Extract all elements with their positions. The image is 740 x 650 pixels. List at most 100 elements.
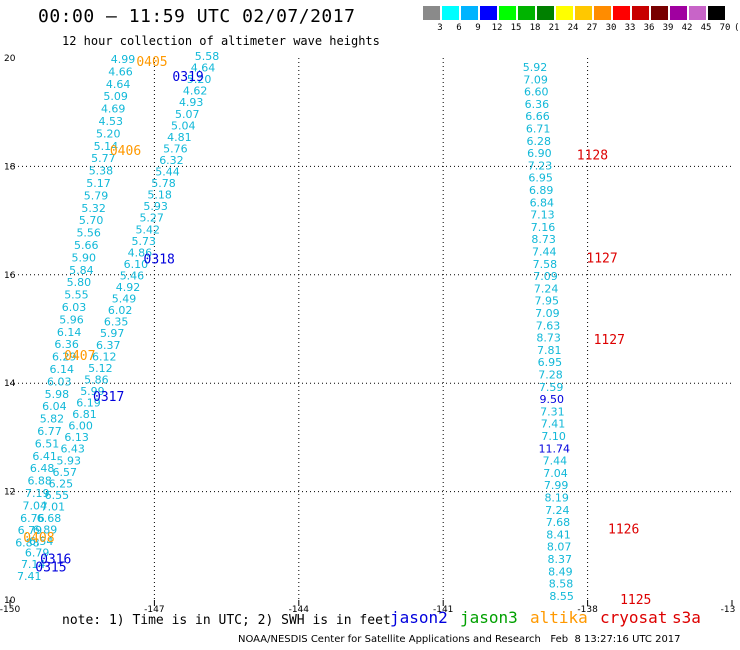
cryosat-value: 7.58 — [533, 258, 558, 271]
lat-tick-label: 20 — [4, 54, 16, 64]
pass-time-label: 0405 — [136, 55, 167, 70]
scale-swatch — [556, 6, 573, 20]
altika-value: 6.12 — [92, 350, 117, 363]
altika-value: 5.93 — [57, 454, 82, 467]
altika-value: 5.32 — [81, 202, 106, 215]
lat-tick-label: 18 — [4, 162, 16, 172]
altika-value: 5.70 — [79, 214, 104, 227]
altika-value: 6.36 — [54, 338, 79, 351]
altika-value: 5.18 — [147, 189, 172, 202]
altika-value: 5.76 — [163, 142, 188, 155]
altika-value: 6.32 — [159, 154, 184, 167]
altika-value: 5.14 — [94, 140, 119, 153]
pass-time-label: 1127 — [586, 252, 617, 267]
pass-time-label: 1126 — [608, 523, 639, 538]
cryosat-value: 7.09 — [533, 270, 558, 283]
pass-time-label: 0315 — [35, 560, 66, 575]
scale-swatch — [670, 6, 687, 20]
altika-value: 5.20 — [187, 73, 212, 86]
cryosat-value: 7.44 — [543, 455, 568, 468]
altika-value: 4.64 — [191, 62, 216, 75]
lon-tick-label: -13 — [721, 605, 736, 615]
scale-label: 39 — [662, 23, 674, 33]
altika-value: 7.41 — [17, 570, 42, 583]
cryosat-value: 6.95 — [528, 172, 553, 185]
altika-value: 6.03 — [47, 375, 72, 388]
altika-value: 5.38 — [89, 165, 114, 178]
altika-value: 4.81 — [167, 131, 192, 144]
scale-swatch — [594, 6, 611, 20]
cryosat-value: 6.66 — [525, 110, 550, 123]
altika-value: 4.92 — [116, 281, 141, 294]
altika-value: 6.02 — [108, 304, 133, 317]
altika-value: 5.07 — [175, 108, 200, 121]
altika-value: 6.89 — [33, 524, 58, 537]
cryosat-value: 6.60 — [524, 86, 549, 99]
scale-swatch — [423, 6, 440, 20]
lat-tick-label: 16 — [4, 271, 16, 281]
lat-tick-label: 14 — [4, 379, 16, 389]
cryosat-value: 7.41 — [541, 418, 566, 431]
pass-time-label: 0317 — [93, 390, 124, 405]
altika-value: 5.44 — [155, 166, 180, 179]
altika-value: 6.37 — [96, 339, 121, 352]
altika-value: 5.55 — [64, 289, 89, 302]
altika-value: 5.97 — [100, 327, 125, 340]
scale-swatch — [461, 6, 478, 20]
altika-value: 6.25 — [49, 477, 74, 490]
cryosat-value: 7.95 — [535, 295, 560, 308]
altika-value: 5.56 — [76, 227, 101, 240]
scale-label: 45 — [700, 23, 712, 33]
pass-time-label: 0316 — [40, 552, 71, 567]
altika-value: 6.55 — [45, 489, 70, 502]
altika-value: 6.76 — [20, 512, 45, 525]
altika-value: 6.19 — [76, 397, 101, 410]
scale-swatch — [575, 6, 592, 20]
altika-value: 5.78 — [151, 177, 176, 190]
altika-value: 5.84 — [69, 264, 94, 277]
pass-time-label: 0318 — [144, 253, 175, 268]
altika-value: 6.51 — [35, 437, 60, 450]
altika-value: 6.54 — [29, 535, 54, 548]
altika-value: 5.04 — [171, 119, 196, 132]
altika-value: 5.79 — [84, 189, 109, 202]
altika-value: 5.86 — [84, 373, 109, 386]
scale-label: 9 — [475, 23, 481, 33]
scale-label: 27 — [586, 23, 598, 33]
cryosat-value: 5.92 — [523, 61, 548, 74]
altika-value: 6.79 — [18, 524, 43, 537]
altika-value: 5.42 — [136, 223, 161, 236]
cryosat-value: 8.55 — [549, 590, 574, 603]
credit-line: NOAA/NESDIS Center for Satellite Applica… — [238, 634, 681, 645]
altika-value: 6.79 — [25, 547, 50, 560]
cryosat-value: 7.59 — [539, 381, 564, 394]
map-subtitle: 12 hour collection of altimeter wave hei… — [62, 34, 380, 48]
altika-value: 4.53 — [99, 115, 124, 128]
scale-label: 15 — [510, 23, 522, 33]
altika-value: 7.01 — [41, 500, 66, 513]
legend-cryosat: cryosat — [600, 608, 668, 627]
cryosat-value: 7.24 — [545, 504, 570, 517]
altika-value: 6.41 — [32, 450, 57, 463]
altika-value: 4.64 — [106, 78, 131, 91]
altika-value: 4.86 — [128, 246, 153, 259]
cryosat-value: 7.24 — [534, 282, 559, 295]
legend-s3a: s3a — [672, 608, 701, 627]
scale-label: 3 — [437, 23, 443, 33]
altika-value: 5.99 — [80, 385, 105, 398]
cryosat-value: 7.63 — [536, 319, 561, 332]
cryosat-value: 8.58 — [549, 578, 574, 591]
altika-value: 6.48 — [30, 462, 55, 475]
scale-swatch — [480, 6, 497, 20]
pass-time-label: 0406 — [110, 144, 141, 159]
cryosat-value: 8.41 — [546, 528, 571, 541]
cryosat-value: 11.74 — [538, 442, 570, 455]
altika-value: 4.99 — [111, 53, 136, 66]
altika-value: 6.14 — [50, 363, 75, 376]
cryosat-value: 9.50 — [539, 393, 564, 406]
scale-swatch — [442, 6, 459, 20]
altika-value: 4.69 — [101, 103, 126, 116]
altika-value: 5.17 — [86, 177, 111, 190]
